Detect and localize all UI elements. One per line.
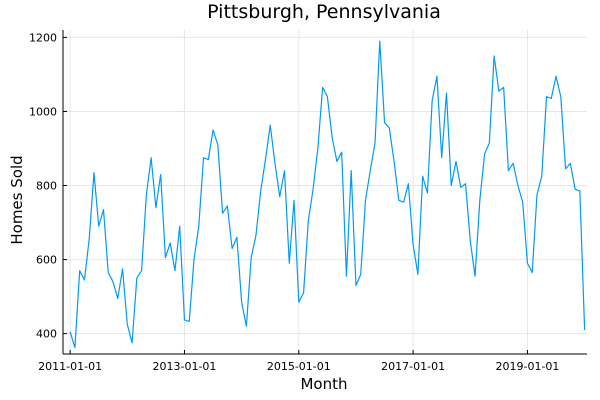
y-tick-label: 1200 — [29, 31, 57, 44]
x-tick-label: 2017-01-01 — [381, 360, 445, 373]
x-tick-label: 2013-01-01 — [153, 360, 217, 373]
y-tick-label: 1000 — [29, 105, 57, 118]
chart-title: Pittsburgh, Pennsylvania — [207, 1, 441, 23]
series-layer — [69, 40, 586, 349]
series-line — [69, 40, 586, 349]
y-axis-title: Homes Sold — [8, 155, 26, 244]
y-tick-label: 800 — [36, 180, 57, 193]
x-ticks: 2011-01-01 2013-01-01 2015-01-01 2017-01-01… — [38, 350, 559, 373]
y-tick-label: 600 — [36, 254, 57, 267]
grid-lines — [63, 30, 587, 354]
x-axis-title: Month — [300, 375, 347, 393]
x-tick-label: 2011-01-01 — [38, 360, 102, 373]
x-tick-label: 2015-01-01 — [267, 360, 331, 373]
y-tick-label: 400 — [36, 328, 57, 341]
y-ticks: 400 600 800 1000 1200 — [29, 31, 67, 341]
axes — [62, 30, 587, 355]
x-tick-label: 2019-01-01 — [495, 360, 559, 373]
